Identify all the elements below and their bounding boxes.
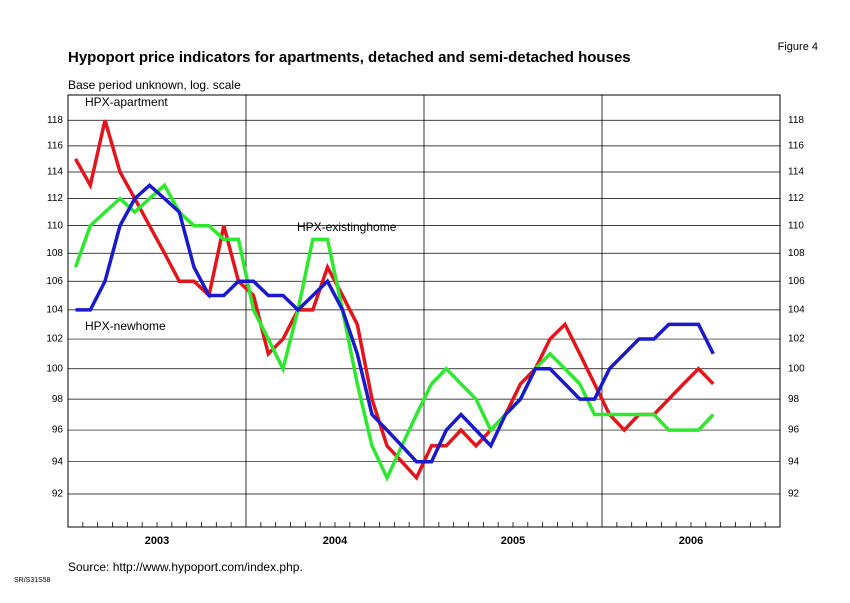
y-tick-label: 96	[52, 425, 64, 436]
y2-tick-label: 118	[788, 115, 804, 126]
series-label: HPX-newhome	[85, 319, 166, 333]
y2-tick-label: 102	[788, 334, 805, 345]
y-tick-label: 102	[46, 334, 63, 345]
x-tick-label: 2005	[501, 535, 525, 547]
x-tick-label: 2006	[679, 535, 703, 547]
x-tick-label: 2004	[323, 535, 348, 547]
y-tick-label: 100	[46, 363, 63, 374]
y2-tick-label: 100	[788, 363, 805, 374]
y2-tick-label: 106	[788, 276, 805, 287]
y-tick-label: 104	[46, 305, 63, 316]
y2-tick-label: 112	[788, 193, 804, 204]
y2-tick-label: 104	[788, 305, 805, 316]
y2-tick-label: 108	[788, 248, 805, 259]
series-line	[73, 119, 715, 481]
y-tick-label: 112	[47, 193, 63, 204]
source: Source: http://www.hypoport.com/index.ph…	[68, 560, 303, 574]
y-tick-label: 98	[52, 394, 64, 405]
y2-tick-label: 92	[788, 489, 800, 500]
series-line	[75, 182, 715, 464]
y-tick-label: 92	[52, 489, 64, 500]
y-tick-label: 116	[47, 141, 63, 152]
figure-label: Figure 4	[778, 41, 818, 53]
subtitle: Base period unknown, log. scale	[68, 78, 241, 92]
plot-frame	[67, 94, 781, 528]
y2-tick-label: 116	[788, 141, 804, 152]
y-tick-label: 114	[47, 167, 63, 178]
y-tick-label: 110	[47, 220, 63, 231]
y2-tick-label: 110	[788, 220, 804, 231]
series-label: HPX-existinghome	[297, 220, 397, 234]
y-tick-label: 106	[46, 276, 63, 287]
y2-tick-label: 96	[788, 425, 800, 436]
y2-tick-label: 94	[788, 456, 800, 467]
y-tick-label: 108	[46, 248, 63, 259]
x-tick-label: 2003	[145, 535, 169, 547]
y-tick-label: 118	[47, 115, 63, 126]
y2-tick-label: 98	[788, 394, 800, 405]
series-label: HPX-apartment	[85, 95, 168, 109]
chart-title: Hypoport price indicators for apartments…	[68, 49, 631, 66]
series-line	[73, 182, 715, 482]
y2-tick-label: 114	[788, 167, 804, 178]
code: SR/S31S58	[14, 577, 51, 584]
y-tick-label: 94	[52, 456, 64, 467]
